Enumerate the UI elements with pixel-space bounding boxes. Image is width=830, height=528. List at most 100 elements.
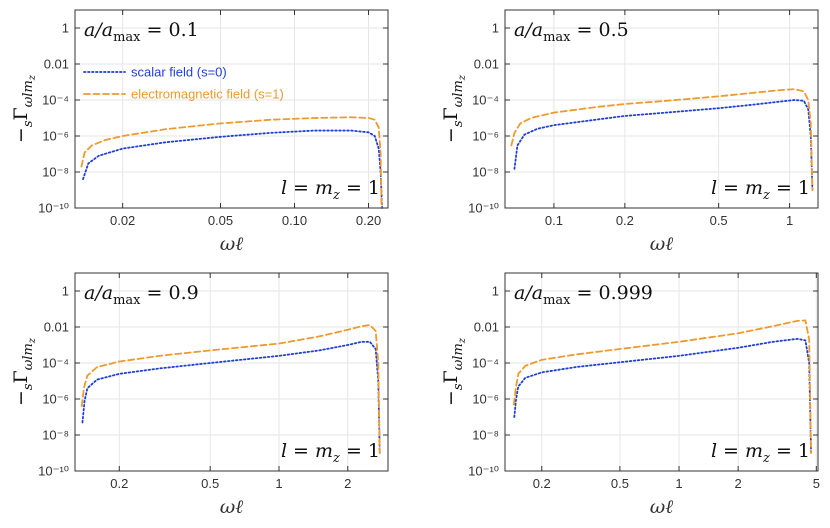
title-value: = 0.9 [140,282,198,304]
corner-label: l = mz = 1 [281,177,380,203]
y-label-gamma: Γ [10,370,32,383]
x-tick-label: 1 [786,213,793,228]
corner-m: m [315,177,333,199]
scalar-series-line [82,129,383,209]
y-label-gamma: Γ [10,107,32,120]
x-axis-label: ωℓ [220,496,243,518]
em-series-line [80,116,383,209]
y-tick-label: 0.01 [44,320,69,335]
y-axis-label: −sΓωlmz [10,337,38,406]
corner-label: l = mz = 1 [711,177,810,203]
corner-eq2: = 1 [340,440,380,462]
title-sub-max: max [543,293,571,308]
scalar-series-line [513,99,814,191]
legend-label: scalar field (s=0) [131,65,227,80]
y-axis-label: −sΓωlmz [10,74,38,143]
y-tick-label: 10⁻⁴ [472,356,499,371]
title-value: = 0.999 [570,282,652,304]
panel-title: a/amax = 0.999 [514,282,653,308]
y-label-sub-z: z [457,74,468,81]
y-label-minus: − [440,390,462,406]
x-tick-label: 1 [275,476,282,491]
y-label-sub-s: s [451,383,466,390]
corner-label: l = mz = 1 [711,440,810,466]
x-tick-label: 0.2 [533,476,551,491]
corner-eq2: = 1 [340,177,380,199]
x-tick-label: 2 [344,476,351,491]
corner-sub-z: z [332,188,340,203]
title-sub-max: max [543,30,571,45]
y-tick-label: 10⁻⁶ [472,392,499,407]
corner-eq1: = [287,177,315,199]
y-label-minus: − [10,127,32,143]
y-tick-label: 10⁻⁴ [42,93,69,108]
panel-2: 0.1 0.2 0.5 1 1 0.01 10⁻⁴ 10⁻⁶ 10⁻⁸ 10⁻¹⁰ ωℓ −sΓωlm… [440,9,819,255]
y-label-sub: ωlm [21,80,36,107]
em-series-line [80,323,381,454]
panel-title: a/amax = 0.1 [84,19,199,45]
title-a: a/a [84,282,113,304]
y-axis-label: −sΓωlmz [440,337,468,406]
panel-1: 0.02 0.05 0.10 0.20 1 0.01 10⁻⁴ 10⁻⁶ 10⁻⁸ 10⁻¹⁰ ωℓ… [10,9,389,255]
corner-eq2: = 1 [770,440,810,462]
y-tick-label: 10⁻⁶ [42,392,69,407]
corner-m: m [745,177,763,199]
y-tick-label: 10⁻⁸ [42,428,69,443]
title-a: a/a [84,19,113,41]
y-tick-label: 0.01 [44,57,69,72]
corner-l: l [711,177,717,199]
y-label-gamma: Γ [440,107,462,120]
y-tick-label: 0.01 [474,57,499,72]
title-value: = 0.1 [140,19,198,41]
corner-eq2: = 1 [770,177,810,199]
x-axis-label: ωℓ [220,233,243,255]
x-tick-label: 5 [813,476,820,491]
plot-frame [74,272,389,472]
em-series-line [510,88,814,191]
y-tick-label: 1 [492,284,499,299]
y-label-sub: ωlm [451,80,466,107]
y-label-sub-z: z [457,337,468,344]
title-sub-max: max [113,30,141,45]
x-tick-label: 0.2 [110,476,128,491]
scalar-series-line [513,337,812,454]
plot-frame [74,9,389,209]
corner-eq1: = [717,177,745,199]
y-label-sub-s: s [451,120,466,127]
corner-eq1: = [287,440,315,462]
title-value: = 0.5 [570,19,628,41]
x-tick-label: 0.05 [208,213,233,228]
y-axis-label: −sΓωlmz [440,74,468,143]
y-tick-label: 1 [62,284,69,299]
panel-4: 0.2 0.5 1 2 510.0110⁻⁴10⁻⁶10⁻⁸10⁻¹⁰ωℓ−sΓωlmz… [440,272,820,518]
y-label-minus: − [10,390,32,406]
corner-sub-z: z [762,451,770,466]
y-label-sub-z: z [27,74,38,81]
x-tick-label: 1 [675,476,682,491]
y-tick-label: 1 [62,21,69,36]
y-tick-label: 10⁻¹⁰ [38,201,69,216]
x-tick-label: 0.1 [545,213,563,228]
x-tick-label: 0.5 [710,213,728,228]
plot-frame [504,272,819,472]
y-label-sub-s: s [21,383,36,390]
y-tick-label: 10⁻¹⁰ [38,464,69,479]
y-tick-label: 10⁻⁸ [42,165,69,180]
x-tick-label: 0.5 [201,476,219,491]
corner-l: l [281,440,287,462]
x-axis-label: ωℓ [650,233,673,255]
panel-title: a/amax = 0.9 [84,282,199,308]
y-tick-label: 10⁻⁶ [42,129,69,144]
corner-label: l = mz = 1 [281,440,380,466]
y-tick-label: 10⁻⁸ [472,165,499,180]
corner-m: m [315,440,333,462]
x-tick-label: 0.5 [611,476,629,491]
x-axis-label: ωℓ [650,496,673,518]
title-sub-max: max [113,293,141,308]
legend: scalar field (s=0) electromagnetic field … [83,65,284,102]
y-label-sub: ωlm [21,343,36,370]
scalar-series-line [81,340,381,454]
y-tick-label: 10⁻¹⁰ [468,201,499,216]
